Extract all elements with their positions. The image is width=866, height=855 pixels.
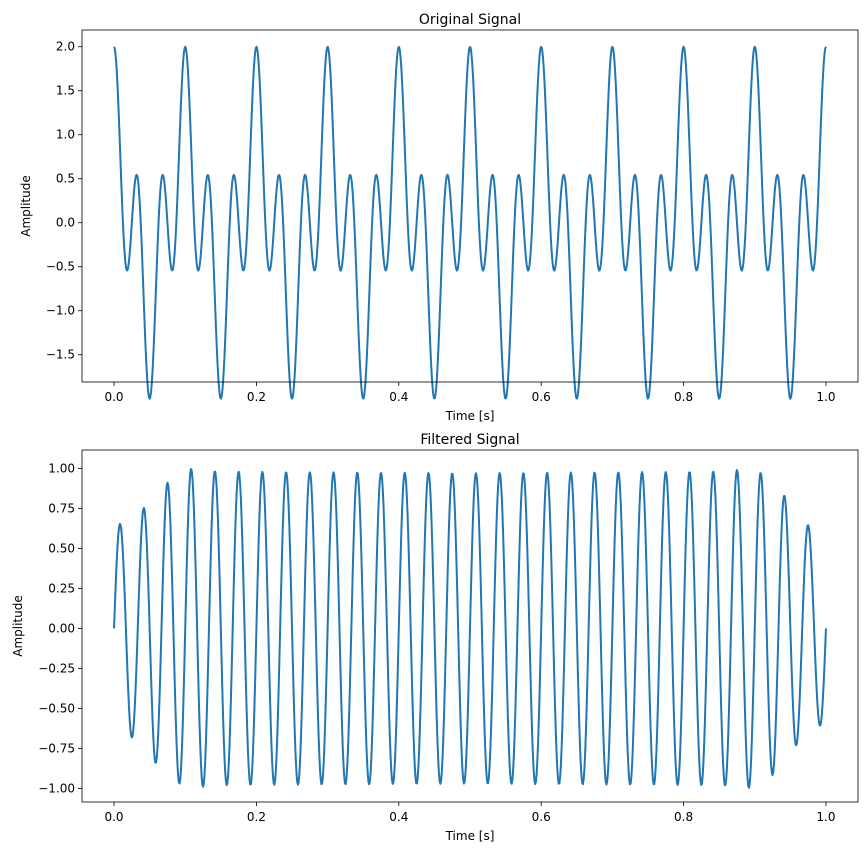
y-tick-label: 0.0 <box>56 216 75 230</box>
x-tick-label: 0.4 <box>389 810 408 824</box>
y-tick-label: −0.50 <box>38 701 75 715</box>
filtered-signal-y-ticks: −1.00 −0.75 −0.50 −0.25 0.00 0.25 0.50 0.75 1.00 <box>38 461 82 795</box>
original-signal-x-ticks: 0.0 0.2 0.4 0.6 0.8 1.0 <box>104 382 836 404</box>
x-tick-label: 0.0 <box>104 390 123 404</box>
y-tick-label: −0.25 <box>38 661 75 675</box>
y-tick-label: −1.0 <box>46 304 75 318</box>
y-tick-label: −1.00 <box>38 781 75 795</box>
filtered-signal-axes: Filtered Signal −1.00−0.75−0.50−0.250.00… <box>11 432 859 843</box>
original-signal-line <box>113 45 827 400</box>
x-tick-label: 0.2 <box>247 390 266 404</box>
filtered-signal-ylabel: Amplitude <box>11 595 25 657</box>
y-tick-label: −0.75 <box>38 741 75 755</box>
original-signal-ylabel: Amplitude <box>19 175 33 237</box>
y-tick-label: −0.5 <box>46 260 75 274</box>
x-tick-label: 0.6 <box>532 810 551 824</box>
y-tick-label: 1.00 <box>48 461 75 475</box>
y-tick-label: 0.75 <box>48 501 75 515</box>
original-signal-title: Original Signal <box>419 12 521 28</box>
y-tick-label: 0.00 <box>48 621 75 635</box>
y-tick-label: 2.0 <box>56 40 75 54</box>
x-tick-label: 0.8 <box>674 390 693 404</box>
x-tick-label: 1.0 <box>816 810 835 824</box>
y-tick-label: 0.50 <box>48 541 75 555</box>
x-tick-label: 0.8 <box>674 810 693 824</box>
filtered-signal-x-ticks: 0.0 0.2 0.4 0.6 0.8 1.0 <box>104 802 836 824</box>
filtered-signal-line <box>113 468 827 789</box>
filtered-signal-title: Filtered Signal <box>420 432 519 448</box>
y-tick-label: 0.5 <box>56 172 75 186</box>
y-tick-label: −1.5 <box>46 348 75 362</box>
filtered-signal-frame <box>81 449 859 803</box>
original-signal-y-ticks: −1.5 −1.0 −0.5 0.0 0.5 1.0 1.5 2.0 <box>46 40 82 362</box>
original-signal-xlabel: Time [s] <box>445 409 495 423</box>
original-signal-axes: Original Signal −1.5 −1.0 −0.5 0.0 0.5 1.0 1.5… <box>19 12 859 423</box>
y-tick-label: 1.0 <box>56 128 75 142</box>
x-tick-label: 0.0 <box>104 810 123 824</box>
x-tick-label: 0.4 <box>389 390 408 404</box>
x-tick-label: 1.0 <box>816 390 835 404</box>
filtered-signal-xlabel: Time [s] <box>445 829 495 843</box>
original-signal-frame <box>81 29 859 383</box>
x-tick-label: 0.2 <box>247 810 266 824</box>
y-tick-label: 1.5 <box>56 84 75 98</box>
x-tick-label: 0.6 <box>532 390 551 404</box>
y-tick-label: 0.25 <box>48 581 75 595</box>
